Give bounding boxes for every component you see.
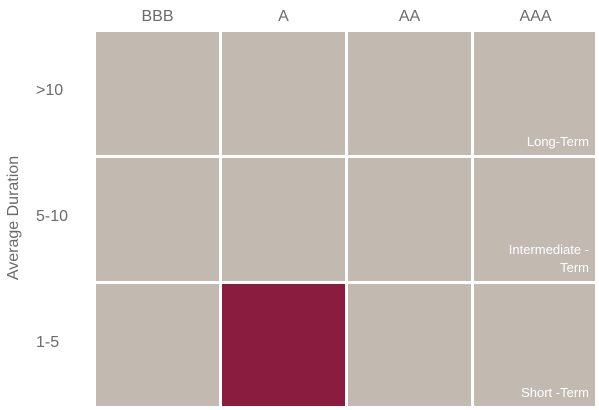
style-cell: Short -Term	[474, 284, 595, 406]
band-label-1: Long-Term	[526, 134, 589, 149]
style-cell	[222, 32, 345, 155]
style-cell: Intermediate - Term	[474, 158, 595, 281]
column-label-aa: AA	[398, 8, 421, 25]
style-cell	[96, 284, 219, 406]
column-label-bbb: BBB	[141, 8, 174, 25]
style-cell: Long-Term	[474, 32, 595, 155]
band-label-2: Intermediate - Term	[508, 242, 589, 275]
style-cell	[96, 158, 219, 281]
row-label-1: >10	[36, 81, 64, 99]
style-cell	[348, 284, 471, 406]
band-label-3: Short -Term	[521, 385, 589, 400]
style-cell	[96, 32, 219, 155]
style-cell-selected	[222, 284, 345, 406]
style-cell	[348, 158, 471, 281]
row-label-2: 5-10	[36, 207, 69, 225]
column-label-a: A	[278, 8, 289, 25]
style-cell	[222, 158, 345, 281]
y-axis-title: Average Duration	[5, 155, 22, 281]
column-label-aaa: AAA	[519, 8, 552, 25]
style-cell	[348, 32, 471, 155]
row-label-3: 1-5	[36, 333, 60, 351]
